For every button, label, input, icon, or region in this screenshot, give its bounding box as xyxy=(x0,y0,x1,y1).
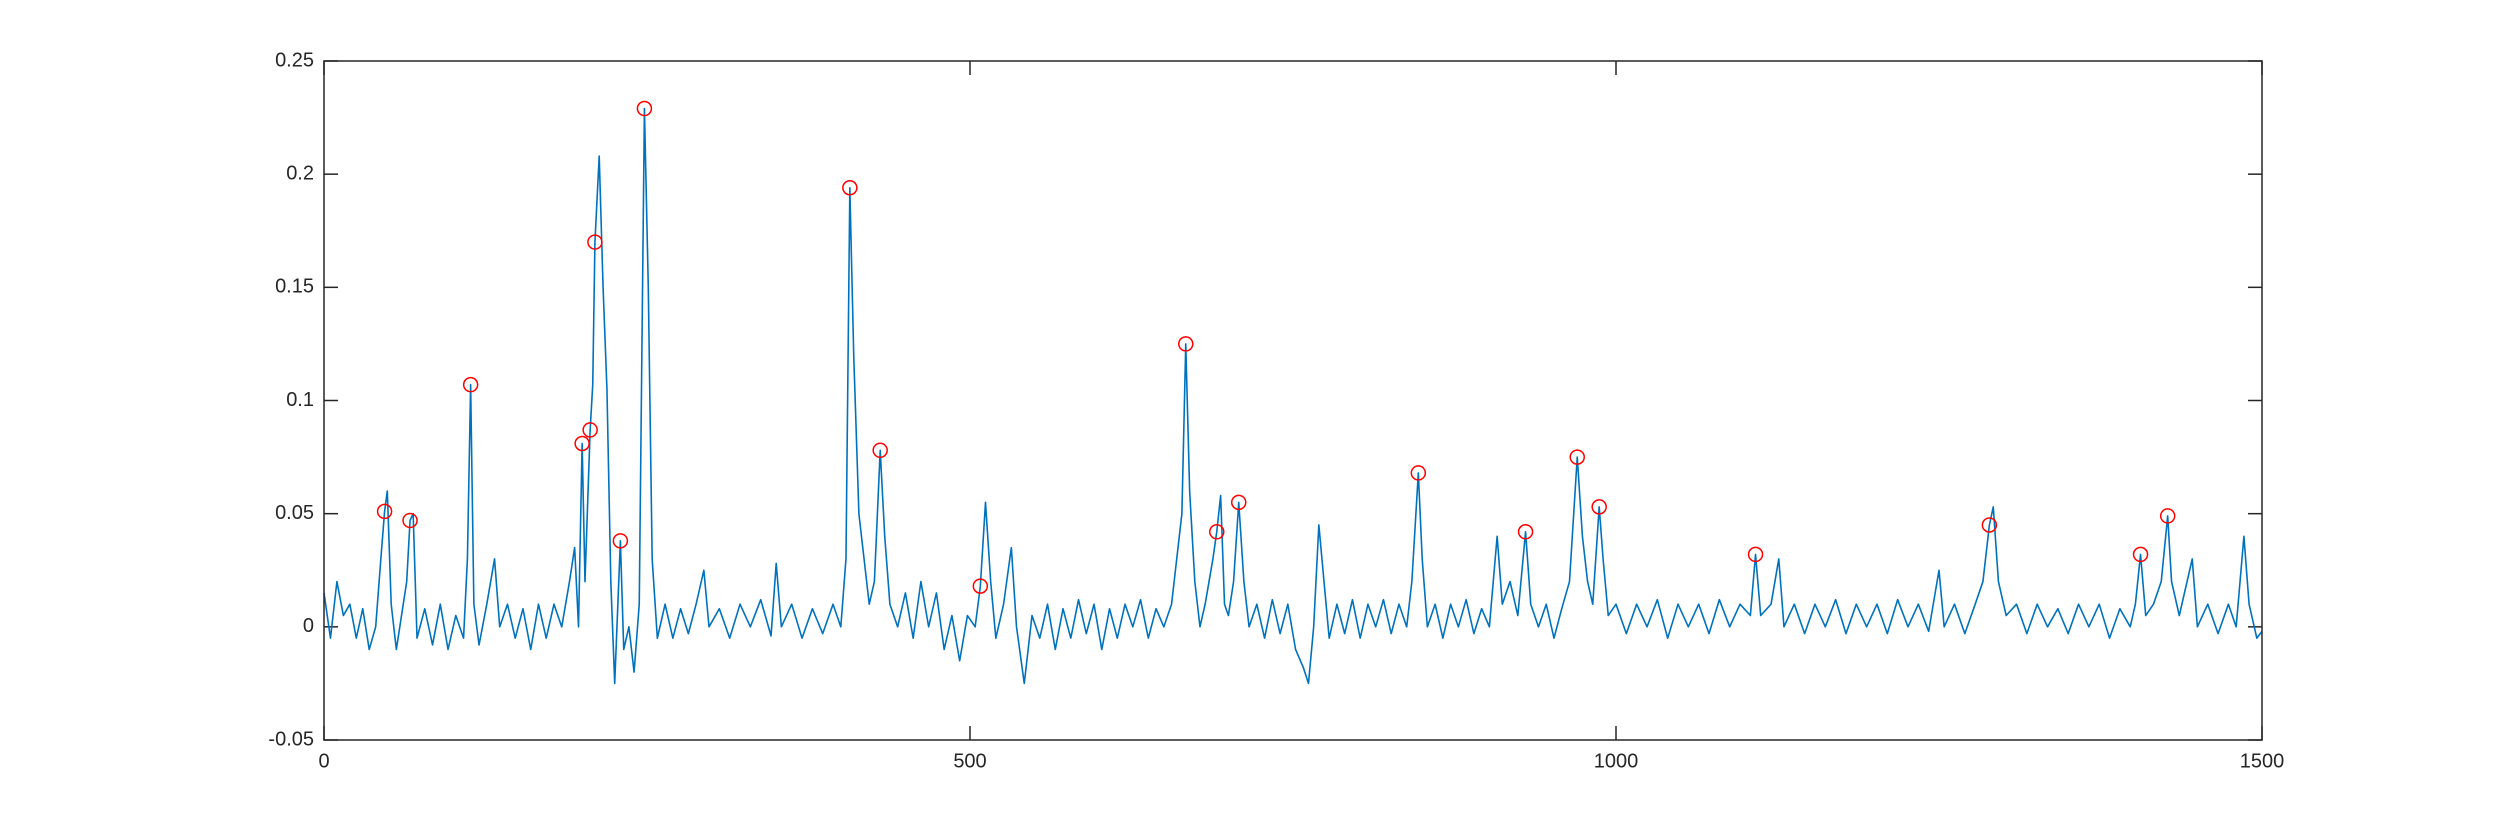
peak-marker xyxy=(462,376,479,393)
y-tick-label: 0 xyxy=(303,615,314,637)
peak-marker xyxy=(402,512,418,529)
y-tick-label: 0.25 xyxy=(275,49,314,71)
y-tick-label: 0.15 xyxy=(275,276,314,298)
peak-marker xyxy=(2159,508,2176,524)
x-tick-label: 1500 xyxy=(2240,750,2285,772)
peak-marker xyxy=(636,100,653,117)
x-tick-label: 1000 xyxy=(1594,750,1639,772)
peak-marker xyxy=(1410,465,1427,481)
y-tick-label: 0.1 xyxy=(286,389,314,411)
y-tick-label: 0.05 xyxy=(275,502,314,524)
peak-marker xyxy=(587,234,603,250)
peak-marker xyxy=(2132,546,2149,563)
axes-box xyxy=(323,60,2263,741)
peak-marker xyxy=(872,442,888,459)
peak-marker xyxy=(574,435,590,452)
y-tick-label: 0.2 xyxy=(286,162,314,184)
peak-marker xyxy=(1178,336,1194,352)
peak-marker xyxy=(1981,517,1998,533)
signal-line xyxy=(323,107,2263,685)
peak-marker xyxy=(842,179,858,196)
peak-marker xyxy=(1517,524,1534,540)
peak-marker xyxy=(582,422,598,438)
peak-marker xyxy=(1569,449,1585,465)
peak-marker xyxy=(972,578,989,594)
peak-marker xyxy=(1591,499,1607,515)
x-tick-label: 500 xyxy=(953,750,986,772)
y-tick-label: -0.05 xyxy=(268,728,314,750)
peak-marker xyxy=(376,503,393,520)
peak-marker xyxy=(1747,546,1764,563)
peak-marker xyxy=(1209,524,1225,540)
peak-marker xyxy=(612,533,629,549)
peak-marker xyxy=(1230,494,1247,511)
x-tick-label: 0 xyxy=(318,750,329,772)
